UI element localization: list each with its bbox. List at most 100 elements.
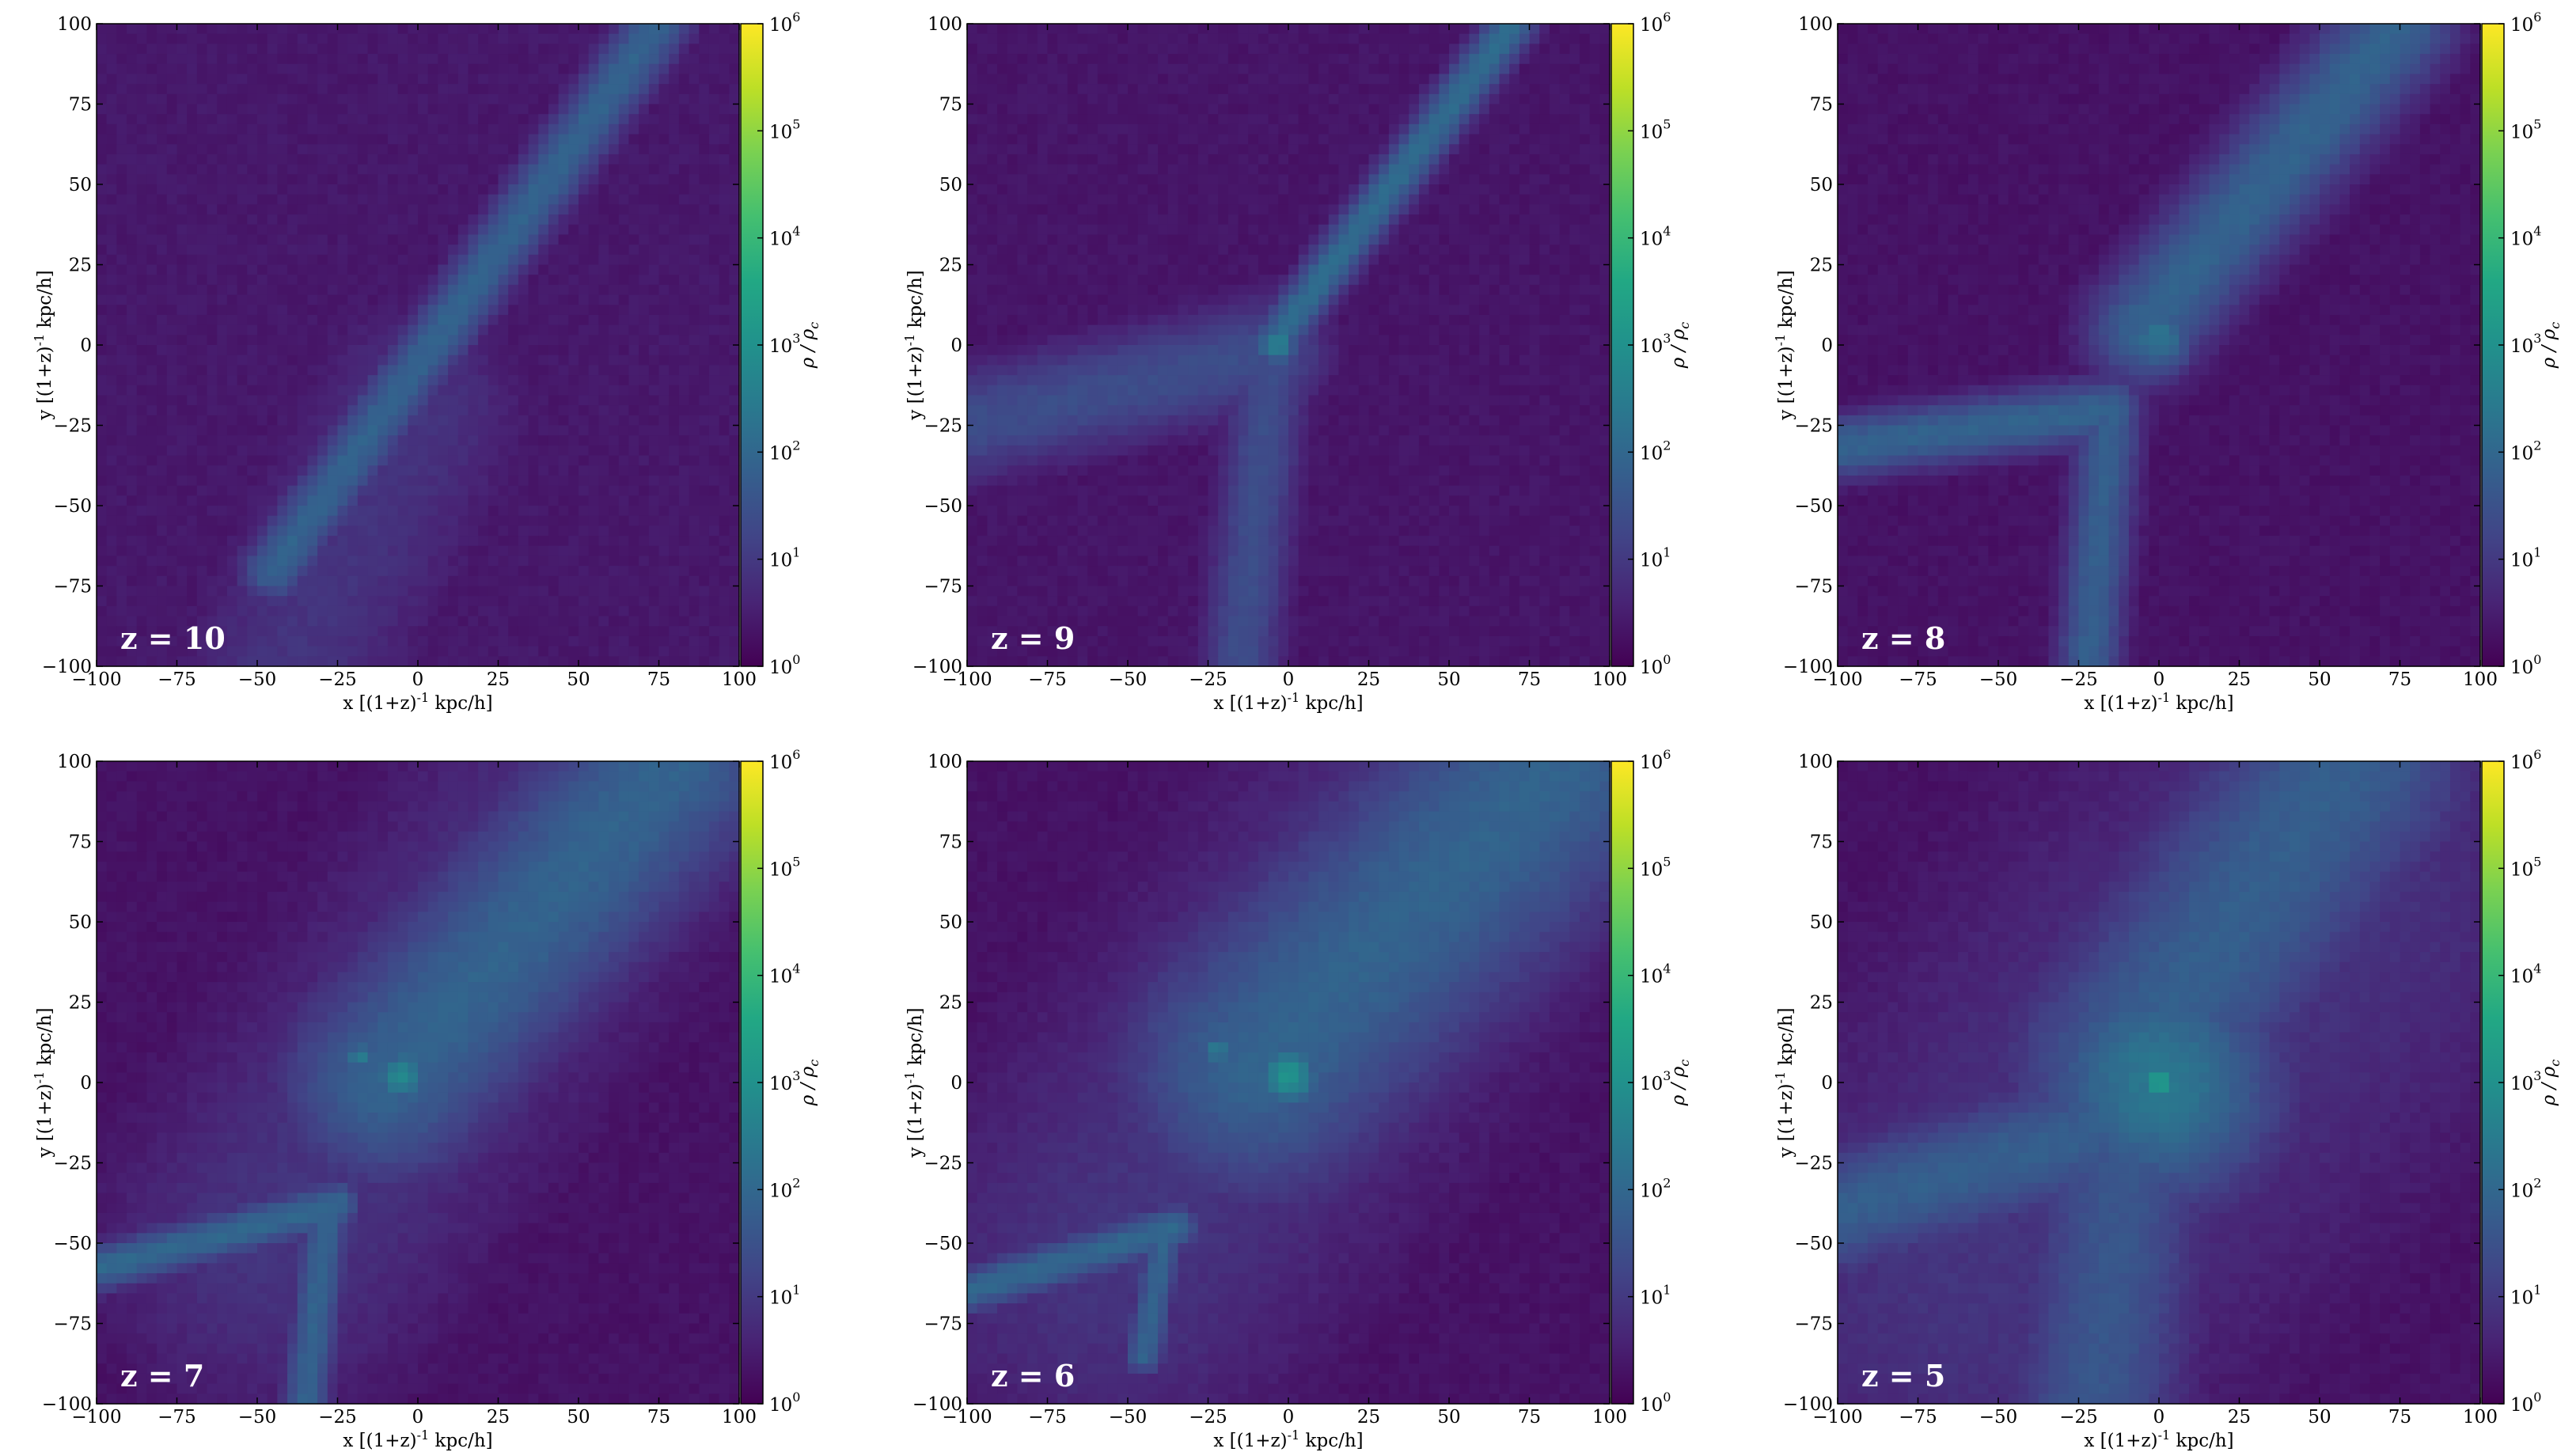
heatmap-cell	[508, 295, 518, 305]
heatmap-cell	[398, 214, 408, 225]
heatmap-cell	[428, 525, 438, 536]
heatmap-cell	[207, 104, 218, 115]
heatmap-cell	[177, 426, 188, 436]
heatmap-cell	[267, 616, 278, 627]
heatmap-cell	[97, 446, 107, 456]
heatmap-cell	[518, 536, 529, 546]
heatmap-cell	[628, 435, 639, 446]
heatmap-cell	[217, 315, 227, 325]
heatmap-cell	[499, 74, 509, 84]
heatmap-cell	[1539, 34, 1550, 44]
heatmap-cell	[347, 365, 358, 375]
heatmap-cell	[1308, 44, 1318, 54]
heatmap-cell	[227, 234, 237, 245]
heatmap-cell	[1228, 84, 1239, 94]
heatmap-cell	[1027, 104, 1038, 115]
heatmap-cell	[207, 285, 218, 295]
heatmap-cell	[167, 576, 177, 586]
heatmap-cell	[1539, 44, 1550, 54]
heatmap-cell	[529, 656, 539, 666]
heatmap-cell	[538, 586, 548, 597]
heatmap-cell	[488, 626, 499, 636]
heatmap-cell	[368, 195, 378, 205]
heatmap-cell	[628, 596, 639, 606]
heatmap-cell	[338, 626, 348, 636]
heatmap-cell	[328, 486, 338, 496]
heatmap-cell	[287, 184, 298, 195]
heatmap-cell	[298, 536, 308, 546]
heatmap-cell	[548, 214, 559, 225]
heatmap-cell	[1027, 114, 1038, 124]
heatmap-cell	[1399, 144, 1409, 154]
heatmap-cell	[157, 335, 167, 345]
heatmap-cell	[177, 415, 188, 426]
heatmap-cell	[277, 606, 287, 616]
heatmap-cell	[538, 114, 548, 124]
heatmap-cell	[298, 184, 308, 195]
heatmap-cell	[207, 476, 218, 486]
heatmap-cell	[729, 355, 739, 366]
heatmap-cell	[267, 355, 278, 366]
heatmap-cell	[338, 135, 348, 145]
heatmap-cell	[277, 275, 287, 285]
heatmap-cell	[347, 124, 358, 135]
heatmap-cell	[408, 94, 418, 104]
heatmap-cell	[719, 626, 730, 636]
heatmap-cell	[589, 525, 599, 536]
heatmap-cell	[418, 245, 428, 255]
heatmap-cell	[146, 576, 157, 586]
heatmap-cell	[628, 516, 639, 526]
heatmap-cell	[317, 144, 328, 154]
heatmap-cell	[679, 74, 689, 84]
heatmap-cell	[317, 576, 328, 586]
heatmap-cell	[116, 255, 127, 265]
heatmap-cell	[247, 606, 257, 616]
heatmap-cell	[428, 245, 438, 255]
heatmap-cell	[237, 315, 248, 325]
heatmap-cell	[107, 104, 117, 115]
heatmap-cell	[1148, 64, 1158, 74]
heatmap-cell	[997, 44, 1007, 54]
heatmap-cell	[709, 285, 719, 295]
heatmap-cell	[358, 154, 368, 165]
heatmap-cell	[97, 245, 107, 255]
heatmap-cell	[529, 555, 539, 566]
heatmap-cell	[328, 536, 338, 546]
heatmap-cell	[388, 104, 398, 115]
heatmap-cell	[538, 525, 548, 536]
heatmap-cell	[448, 525, 458, 536]
heatmap-cell	[146, 84, 157, 94]
heatmap-cell	[398, 305, 408, 315]
heatmap-cell	[679, 385, 689, 396]
heatmap-cell	[458, 525, 469, 536]
heatmap-cell	[1098, 144, 1108, 154]
heatmap-cell	[217, 114, 227, 124]
heatmap-cell	[227, 375, 237, 385]
heatmap-cell	[628, 325, 639, 336]
heatmap-cell	[1188, 74, 1198, 84]
heatmap-cell	[448, 596, 458, 606]
heatmap-cell	[388, 174, 398, 184]
heatmap-cell	[679, 616, 689, 627]
heatmap-cell	[468, 405, 478, 415]
heatmap-cell	[628, 255, 639, 265]
heatmap-cell	[679, 636, 689, 646]
heatmap-cell	[97, 214, 107, 225]
heatmap-cell	[1158, 94, 1168, 104]
heatmap-cell	[548, 74, 559, 84]
heatmap-cell	[458, 345, 469, 355]
heatmap-cell	[187, 165, 197, 175]
heatmap-cell	[338, 646, 348, 657]
heatmap-cell	[639, 124, 649, 135]
heatmap-cell	[508, 435, 518, 446]
heatmap-cell	[689, 225, 700, 235]
heatmap-cell	[518, 486, 529, 496]
heatmap-cell	[377, 234, 388, 245]
heatmap-cell	[347, 435, 358, 446]
heatmap-cell	[997, 135, 1007, 145]
heatmap-cell	[1349, 124, 1359, 135]
heatmap-cell	[1278, 44, 1288, 54]
heatmap-cell	[157, 245, 167, 255]
heatmap-cell	[1560, 44, 1570, 54]
heatmap-cell	[529, 255, 539, 265]
